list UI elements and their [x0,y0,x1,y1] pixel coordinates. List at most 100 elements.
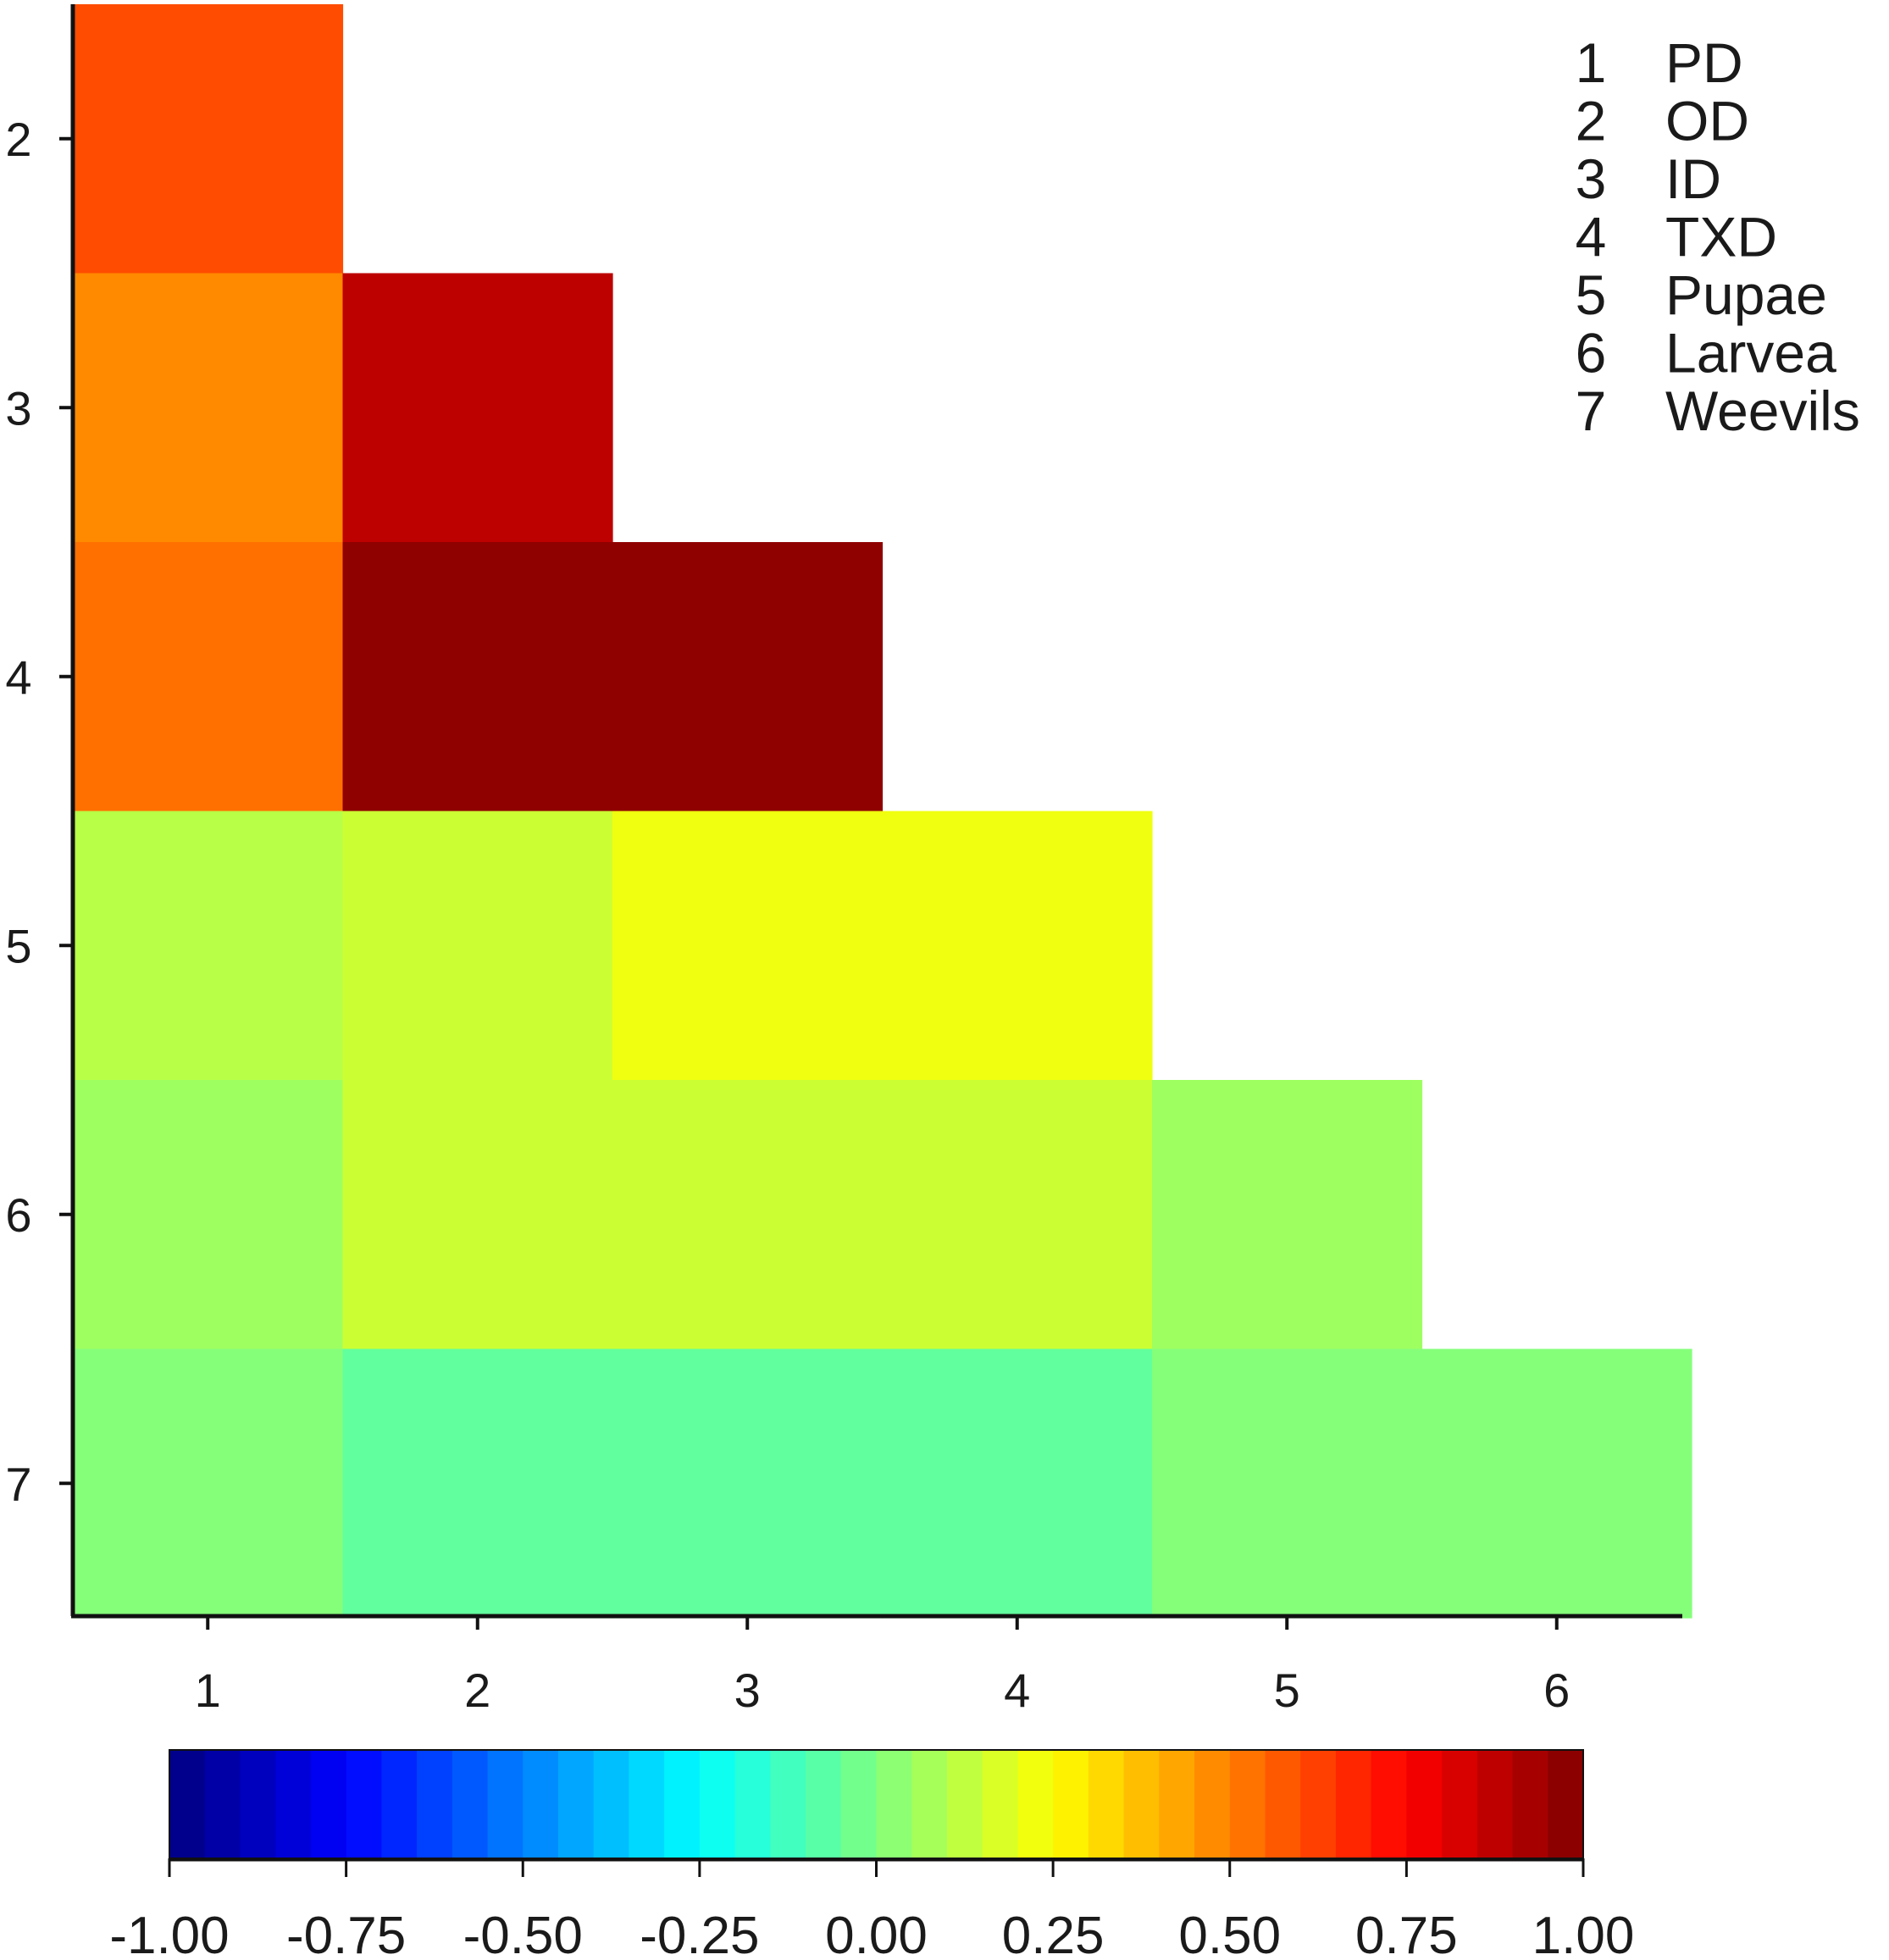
y-tick-label: 4 [5,651,31,704]
heatmap-cell-2-6 [342,1080,613,1350]
y-tick-label: 5 [5,919,31,972]
heatmap-cell-3-5 [612,811,884,1081]
colorbar-tick-label: 1.00 [1532,1907,1635,1960]
colorbar-segment [1442,1750,1478,1858]
colorbar-segment [806,1750,842,1858]
colorbar-segment [664,1750,701,1858]
colorbar-segment [204,1750,241,1858]
colorbar-segment [417,1750,453,1858]
legend-number: 7 [1576,379,1607,442]
x-tick-label: 5 [1274,1664,1300,1717]
legend-number: 2 [1576,90,1607,152]
colorbar-segment [699,1750,736,1858]
x-tick-label: 2 [464,1664,490,1717]
heatmap-cell-3-6 [612,1080,884,1350]
x-tick-label: 1 [195,1664,221,1717]
colorbar-tick-label: -1.00 [109,1907,229,1960]
colorbar-segment [982,1750,1019,1858]
colorbar-segment [1159,1750,1195,1858]
heatmap-cell-1-2 [73,4,344,274]
colorbar-segment [275,1750,312,1858]
heatmap-cell-2-7 [342,1348,613,1619]
legend-label: OD [1665,90,1749,152]
colorbar-tick-label: -0.25 [640,1907,759,1960]
y-tick-label: 3 [5,381,31,435]
heatmap-cell-3-7 [612,1348,884,1619]
x-tick-label: 6 [1543,1664,1570,1717]
legend-label: ID [1665,147,1721,210]
colorbar-segment [1017,1750,1054,1858]
x-tick-label: 3 [734,1664,761,1717]
colorbar-segment [1123,1750,1161,1858]
colorbar [169,1749,1584,1859]
colorbar-segment [310,1750,347,1858]
colorbar-segment [1476,1750,1514,1858]
legend-number: 5 [1576,263,1607,326]
colorbar-segment [1194,1750,1231,1858]
colorbar-segment [557,1750,595,1858]
colorbar-tick-label: 0.25 [1002,1907,1105,1960]
heatmap-cell-6-7 [1421,1348,1692,1619]
x-ticks: 1 2 3 4 5 6 [195,1616,1570,1717]
colorbar-segment [1053,1750,1089,1858]
heatmap-cell-1-5 [73,811,344,1081]
colorbar-segment [770,1750,806,1858]
heatmap-cells [73,4,1692,1619]
colorbar-segment [240,1750,276,1858]
y-tick-label: 7 [5,1457,31,1510]
legend-label: TXD [1665,206,1777,269]
colorbar-segment [734,1750,772,1858]
y-ticks: 2 3 4 5 6 7 [5,113,73,1510]
heatmap-cell-1-6 [73,1080,344,1350]
colorbar-segment [1229,1750,1266,1858]
colorbar-segment [346,1750,383,1858]
colorbar-segment [169,1750,206,1858]
legend: 1 PD 2 OD 3 ID 4 TXD 5 Pupae 6 Larvea 7 Weevils [1576,31,1860,442]
colorbar-segment [1300,1750,1337,1858]
colorbar-segment [1335,1750,1372,1858]
y-tick-label: 2 [5,113,31,166]
colorbar-tick-label: 0.75 [1355,1907,1458,1960]
colorbar-segment [523,1750,559,1858]
colorbar-tick-label: 0.00 [825,1907,928,1960]
axes [70,4,1682,1619]
colorbar-segment [876,1750,913,1858]
colorbar-tick-label: -0.50 [463,1907,583,1960]
heatmap-cell-4-7 [882,1348,1153,1619]
legend-label: Pupae [1665,263,1827,326]
heatmap-cell-1-7 [73,1348,344,1619]
colorbar-segment [487,1750,524,1858]
heatmap-cell-1-4 [73,542,344,812]
colorbar-segment [1088,1750,1125,1858]
y-tick-label: 6 [5,1188,31,1242]
colorbar-segment [946,1750,983,1858]
heatmap-cell-5-6 [1152,1080,1423,1350]
colorbar-segment [381,1750,418,1858]
colorbar-ticks: -1.00 -0.75 -0.50 -0.25 0.00 0.25 0.50 0.75 1.00 [109,1858,1634,1960]
colorbar-segment [1406,1750,1443,1858]
heatmap-cell-2-4 [342,542,613,812]
colorbar-segment [1265,1750,1301,1858]
colorbar-segment [1512,1750,1549,1858]
legend-number: 3 [1576,147,1607,210]
colorbar-tick-label: -0.75 [286,1907,406,1960]
legend-number: 1 [1576,31,1607,94]
legend-number: 4 [1576,206,1607,269]
colorbar-segment [593,1750,630,1858]
x-tick-label: 4 [1004,1664,1030,1717]
heatmap-cell-4-6 [882,1080,1153,1350]
colorbar-segment [1371,1750,1408,1858]
legend-label: PD [1665,31,1743,94]
colorbar-segment [451,1750,489,1858]
heatmap-cell-5-7 [1152,1348,1423,1619]
heatmap-cell-4-5 [882,811,1153,1081]
heatmap-cell-3-4 [612,542,884,812]
colorbar-segment [1548,1750,1584,1858]
legend-label: Weevils [1665,379,1860,442]
colorbar-segment [629,1750,665,1858]
heatmap-cell-1-3 [73,273,344,543]
legend-number: 6 [1576,322,1607,385]
legend-label: Larvea [1665,322,1836,385]
heatmap-cell-2-3 [342,273,613,543]
